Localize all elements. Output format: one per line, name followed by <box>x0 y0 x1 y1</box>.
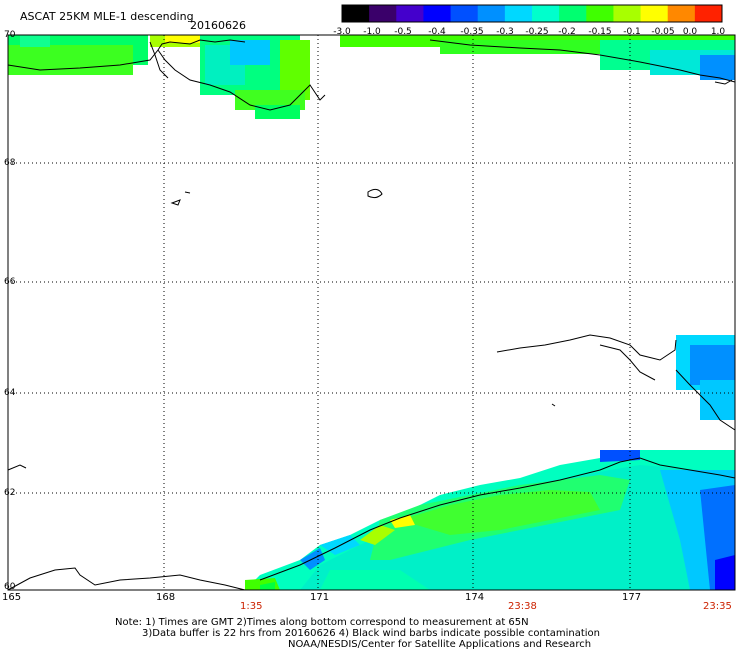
graticule <box>8 35 735 590</box>
lat-label: 70 <box>4 30 16 40</box>
lat-label: 66 <box>4 277 16 287</box>
colorbar-tick: -0.2 <box>558 27 576 37</box>
colorbar-border <box>341 4 723 23</box>
map-frame <box>7 34 736 591</box>
colorbar-tick: -0.3 <box>496 27 514 37</box>
time-label: 23:35 <box>703 601 732 612</box>
colorbar-tick: 1.0 <box>710 27 726 37</box>
footer-credit: NOAA/NESDIS/Center for Satellite Applica… <box>288 639 592 650</box>
colorbar-tick: -0.05 <box>651 27 675 37</box>
colorbar-tick: -0.5 <box>394 27 412 37</box>
colorbar-segment <box>504 5 533 22</box>
colorbar-segment <box>369 5 397 22</box>
colorbar-tick: -0.15 <box>588 27 612 37</box>
wind-data-swaths <box>8 35 735 590</box>
lon-label: 177 <box>622 592 642 603</box>
colorbar-tick: -3.0 <box>333 27 351 37</box>
lon-label: 165 <box>2 592 22 603</box>
product-date: 20160626 <box>190 19 246 32</box>
colorbar-tick: -0.4 <box>428 27 446 37</box>
time-label: 1:35 <box>240 601 263 612</box>
time-label: 23:38 <box>508 601 537 612</box>
colorbar-segment <box>667 5 696 22</box>
colorbar-segment <box>423 5 452 22</box>
lat-label: 60 <box>4 582 16 592</box>
colorbar <box>341 4 723 23</box>
colorbar-tick: -0.1 <box>623 27 641 37</box>
colorbar-segment <box>450 5 479 22</box>
product-title: ASCAT 25KM MLE-1 descending <box>20 10 194 23</box>
colorbar-segment <box>640 5 669 22</box>
coastlines <box>7 39 736 591</box>
colorbar-segment <box>559 5 587 22</box>
colorbar-tick: -1.0 <box>363 27 381 37</box>
footer-note-2: 3)Data buffer is 22 hrs from 20160626 4)… <box>142 628 600 639</box>
colorbar-segment <box>613 5 642 22</box>
lon-label: 174 <box>465 592 485 603</box>
lat-label: 62 <box>4 488 16 498</box>
colorbar-tick: -0.25 <box>525 27 549 37</box>
colorbar-segment <box>694 5 723 22</box>
lon-label: 171 <box>310 592 330 603</box>
lat-label: 68 <box>4 158 16 168</box>
colorbar-segment <box>342 5 370 22</box>
colorbar-segment <box>477 5 506 22</box>
colorbar-segment <box>586 5 614 22</box>
footer-note-1: Note: 1) Times are GMT 2)Times along bot… <box>115 617 529 628</box>
colorbar-segment <box>532 5 560 22</box>
lat-label: 64 <box>4 388 16 398</box>
colorbar-segment <box>396 5 424 22</box>
colorbar-tick: 0.0 <box>682 27 698 37</box>
colorbar-tick: -0.35 <box>460 27 484 37</box>
lon-label: 168 <box>156 592 176 603</box>
